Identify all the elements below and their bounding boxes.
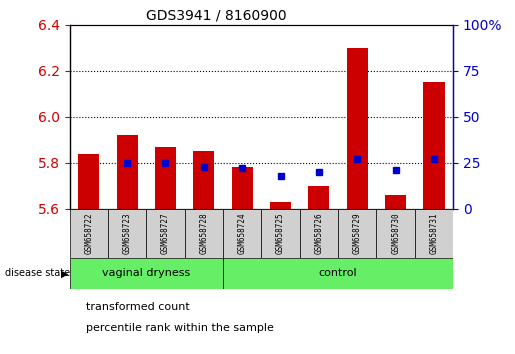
Bar <box>300 209 338 258</box>
Text: GSM658725: GSM658725 <box>276 213 285 255</box>
Bar <box>184 209 223 258</box>
Bar <box>70 258 223 289</box>
Bar <box>155 147 176 209</box>
Text: GDS3941 / 8160900: GDS3941 / 8160900 <box>146 9 287 23</box>
Bar <box>385 195 406 209</box>
Bar <box>376 209 415 258</box>
Bar <box>223 209 261 258</box>
Text: GSM658728: GSM658728 <box>199 213 208 255</box>
Bar <box>423 82 444 209</box>
Bar <box>78 154 99 209</box>
Bar <box>108 209 146 258</box>
Bar <box>415 209 453 258</box>
Bar <box>347 48 368 209</box>
Text: GSM658727: GSM658727 <box>161 213 170 255</box>
Text: GSM658726: GSM658726 <box>315 213 323 255</box>
Bar <box>193 152 214 209</box>
Text: transformed count: transformed count <box>86 302 190 312</box>
Bar <box>261 209 300 258</box>
Text: GSM658730: GSM658730 <box>391 213 400 255</box>
Text: GSM658731: GSM658731 <box>430 213 438 255</box>
Bar <box>70 209 108 258</box>
Bar <box>338 209 376 258</box>
Text: vaginal dryness: vaginal dryness <box>102 268 191 279</box>
Text: ▶: ▶ <box>61 268 68 279</box>
Text: percentile rank within the sample: percentile rank within the sample <box>86 323 274 333</box>
Text: disease state: disease state <box>5 268 70 279</box>
Text: control: control <box>319 268 357 279</box>
Bar <box>308 186 330 209</box>
Bar <box>116 135 138 209</box>
Bar <box>232 167 253 209</box>
Bar <box>270 202 291 209</box>
Bar <box>146 209 184 258</box>
Text: GSM658724: GSM658724 <box>238 213 247 255</box>
Text: GSM658723: GSM658723 <box>123 213 131 255</box>
Text: GSM658729: GSM658729 <box>353 213 362 255</box>
Text: GSM658722: GSM658722 <box>84 213 93 255</box>
Bar <box>223 258 453 289</box>
